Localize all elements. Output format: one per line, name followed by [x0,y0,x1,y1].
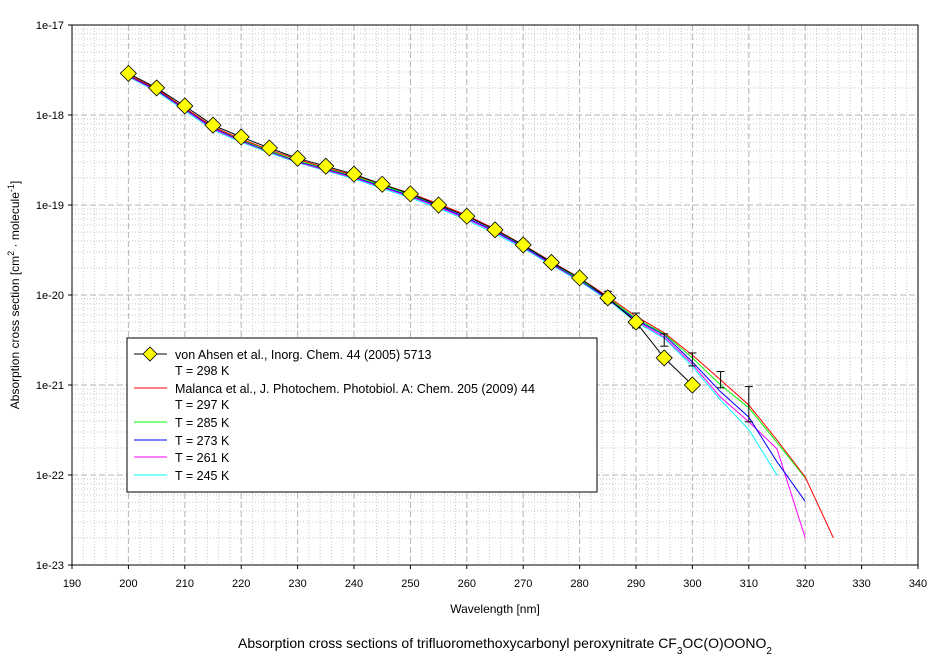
y-tick-label: 1e-20 [36,290,64,302]
legend-label-line2: T = 297 K [175,398,230,412]
legend-marker [142,346,158,362]
y-tick-label: 1e-21 [36,380,64,392]
x-tick-label: 190 [63,578,81,590]
x-tick-label: 290 [627,578,645,590]
data-point [289,149,307,167]
x-tick-label: 280 [570,578,588,590]
series-line [128,74,834,539]
label-part: · molecule [8,192,22,251]
y-axis-label: Absorption cross section [cm2 · molecule… [6,181,22,409]
x-tick-label: 220 [232,578,250,590]
x-tick-label: 330 [852,578,870,590]
data-point [345,165,363,183]
data-point [232,128,250,146]
x-tick-label: 230 [288,578,306,590]
label-part: -1 [6,184,16,192]
label-part: 2 [6,251,16,256]
axis-ticks: 190 200 210 220 230 240 250 260 270 280 290 300 310 3… [36,20,927,590]
legend-box [126,337,598,493]
chart-title: Absorption cross sections of trifluorome… [238,635,772,657]
data-point [458,207,476,225]
x-tick-label: 210 [176,578,194,590]
label-part: ] [8,181,22,184]
y-tick-label: 1e-23 [36,560,64,572]
data-point [542,253,560,272]
data-point [430,196,448,214]
y-tick-label: 1e-17 [36,20,64,32]
series-0 [119,64,701,394]
x-tick-label: 250 [401,578,419,590]
data-point [148,79,166,97]
y-tick-label: 1e-22 [36,470,64,482]
data-point [486,221,504,239]
legend-label: Malanca et al., J. Photochem. Photobiol.… [175,382,535,396]
legend-label: T = 273 K [175,434,230,448]
legend-label: T = 285 K [175,416,230,430]
x-tick-label: 310 [740,578,758,590]
x-axis-label: Wavelength [nm] [450,602,540,616]
label-part: Absorption cross section [cm [8,256,22,409]
data-point [119,64,137,82]
label-part: Absorption cross sections of trifluorome… [238,635,677,651]
legend-label: von Ahsen et al., Inorg. Chem. 44 (2005)… [175,348,431,362]
data-point [176,97,194,115]
data-point [514,236,532,254]
x-tick-label: 270 [514,578,532,590]
series-group [119,64,834,539]
data-point [655,349,673,367]
data-point [571,269,589,287]
label-part: 3 [677,646,683,657]
data-point [599,289,617,307]
data-point [317,157,335,175]
data-point [260,139,278,157]
legend-label: T = 245 K [175,469,230,483]
data-point [204,116,222,134]
x-tick-label: 200 [119,578,137,590]
legend-label: T = 261 K [175,451,230,465]
data-point [683,376,701,394]
x-tick-label: 240 [345,578,363,590]
label-part: OC(O)OONO [682,635,766,651]
x-tick-label: 340 [909,578,927,590]
x-tick-label: 260 [458,578,476,590]
x-tick-label: 300 [683,578,701,590]
label-part: 2 [766,646,772,657]
data-point [373,175,391,193]
legend: von Ahsen et al., Inorg. Chem. 44 (2005)… [126,337,598,493]
y-tick-label: 1e-18 [36,110,64,122]
y-tick-label: 1e-19 [36,200,64,212]
data-point [627,313,645,331]
data-point [401,185,419,203]
legend-label-line2: T = 298 K [175,364,230,378]
x-tick-label: 320 [796,578,814,590]
